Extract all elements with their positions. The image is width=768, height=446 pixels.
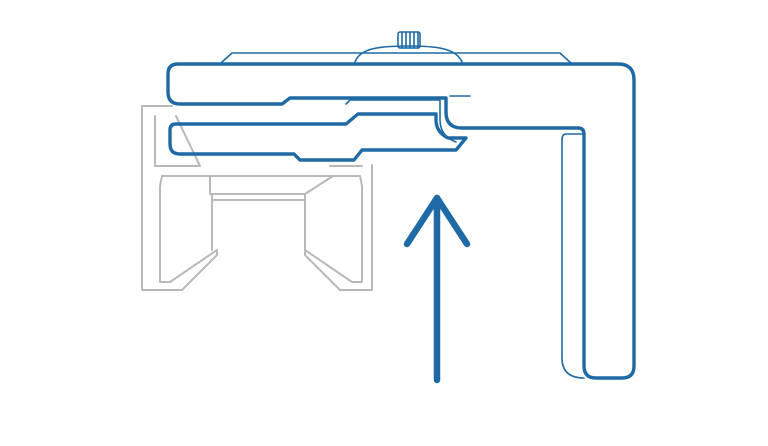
up-arrow-icon [403,194,471,384]
clip-top-back-edge [221,52,573,65]
mounting-clip-icon [166,31,636,380]
track-inner-cavity [209,175,334,195]
clip-slider-tongue [168,112,468,162]
clip-slider-inner-line [345,99,457,143]
track-inner-channel [211,193,306,251]
clip-main-outline [166,62,636,380]
track-outer-outline [141,105,373,291]
curtain-track-profile-icon [141,105,373,291]
track-inner-left-wall [154,115,201,167]
screw-thread [397,31,421,49]
clip-leg-depth [561,133,585,379]
arrow-head [403,194,471,248]
screw-thread-lines [401,31,419,49]
